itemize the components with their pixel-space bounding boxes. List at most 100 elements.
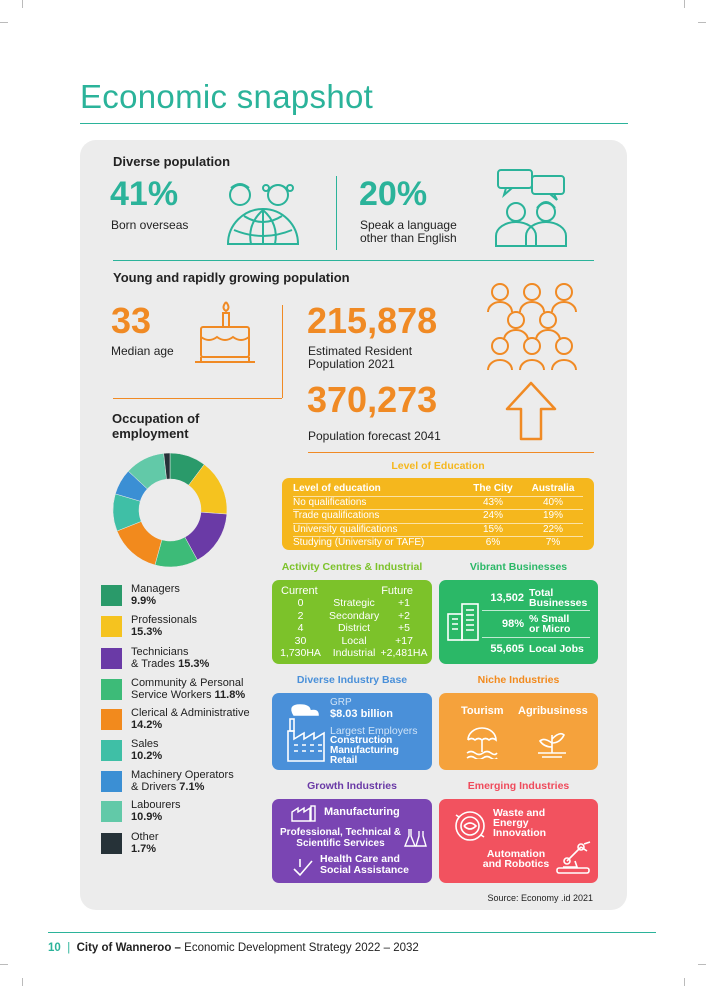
stat-label: TotalBusinesses	[529, 588, 587, 608]
education-table: Level of education The City Australia No…	[293, 483, 583, 550]
footer-doc-title: Economic Development Strategy 2022 – 203…	[184, 942, 419, 954]
legend-line: 9.9%	[131, 595, 180, 607]
table-row: Trade qualifications 24% 19%	[293, 510, 583, 524]
list-item: 98% % Smallor Micro	[482, 611, 590, 638]
source-note: Source: Economy .id 2021	[487, 893, 593, 903]
legend-swatch	[101, 709, 122, 730]
table-cell: No qualifications	[293, 496, 463, 510]
legend-value: 14.2%	[131, 719, 162, 731]
table-cell: 6%	[463, 537, 523, 550]
legend-swatch	[101, 616, 122, 637]
stat-label: % Smallor Micro	[529, 614, 570, 634]
legend-label: Professionals15.3%	[131, 614, 197, 638]
table-row: 30Local+17	[272, 635, 432, 648]
grp-value: $8.03 billion	[330, 708, 393, 720]
emerging-item: Waste and Energy Innovation	[493, 808, 546, 838]
legend-name: Community & Personal	[131, 677, 245, 689]
stat-value: 98%	[482, 618, 524, 630]
table-cell: Strategic	[329, 597, 379, 610]
legend-value: 10.9%	[131, 811, 162, 823]
crop-mark	[698, 22, 706, 23]
vibrant-businesses-heading: Vibrant Businesses	[439, 561, 598, 573]
current-label: Current	[281, 585, 318, 598]
crowd-icon	[486, 282, 578, 372]
recycle-globe-icon	[453, 809, 487, 843]
crop-mark	[684, 0, 685, 8]
table-cell: 1,730HA	[272, 647, 329, 660]
page-number: 10	[48, 942, 61, 954]
vibrant-businesses-box: 13,502 TotalBusinesses 98% % Smallor Mic…	[439, 580, 598, 664]
table-cell: 19%	[523, 510, 583, 524]
emerging-box: Waste and Energy Innovation Automation a…	[439, 799, 598, 883]
education-box: Level of education The City Australia No…	[282, 478, 594, 550]
footer-divider	[48, 932, 656, 933]
industry-base-box: GRP $8.03 billion Largest Employers Cons…	[272, 693, 432, 770]
legend-value: 7.1%	[179, 781, 204, 793]
legend-label: Community & PersonalService Workers 11.8…	[131, 677, 245, 701]
growth-industries-heading: Growth Industries	[272, 780, 432, 792]
table-cell: District	[329, 622, 379, 635]
niche-heading: Niche Industries	[439, 674, 598, 686]
legend-label: Machinery Operators& Drivers 7.1%	[131, 769, 234, 793]
table-cell: +5	[379, 622, 429, 635]
table-row: University qualifications 15% 22%	[293, 523, 583, 537]
divider	[113, 260, 594, 261]
table-cell: University qualifications	[293, 523, 463, 537]
growth-item: Manufacturing	[324, 806, 400, 818]
niche-box: Tourism Agribusiness	[439, 693, 598, 770]
legend-name: Clerical & Administrative	[131, 707, 250, 719]
legend-label: Labourers10.9%	[131, 799, 181, 823]
list-item: 13,502 TotalBusinesses	[482, 586, 590, 611]
crop-mark	[698, 964, 706, 965]
table-cell: Local	[329, 635, 379, 648]
factory-icon	[280, 703, 330, 763]
kids-globe-icon	[222, 180, 304, 246]
table-cell: 22%	[523, 523, 583, 537]
crop-mark	[0, 964, 8, 965]
table-cell: 43%	[463, 496, 523, 510]
legend-swatch	[101, 585, 122, 606]
legend-name: Service Workers	[131, 689, 215, 701]
table-row: Studying (University or TAFE) 6% 7%	[293, 537, 583, 550]
stat-value: 55,605	[482, 643, 524, 655]
stat-label-line: Businesses	[529, 597, 587, 609]
flask-icon	[404, 827, 428, 849]
forecast-2041-value: 370,273	[307, 379, 437, 421]
population-2021-value: 215,878	[307, 300, 437, 342]
growth-item-line: Social Assistance	[320, 865, 409, 876]
legend-value: 15.3%	[131, 626, 162, 638]
legend-value: 15.3%	[178, 658, 209, 670]
employers-list: Construction Manufacturing Retail	[330, 736, 399, 766]
growth-heading: Young and rapidly growing population	[113, 270, 350, 285]
table-row: No qualifications 43% 40%	[293, 496, 583, 510]
divider	[113, 398, 282, 399]
table-cell: +2	[379, 610, 429, 623]
table-row: 2Secondary+2	[272, 610, 432, 623]
legend-label: Other1.7%	[131, 831, 159, 855]
activity-centres-heading: Activity Centres & Industrial	[272, 561, 432, 573]
legend-swatch	[101, 648, 122, 669]
legend-swatch	[101, 833, 122, 854]
activity-rows: 0Strategic+1 2Secondary+2 4District+5 30…	[272, 597, 432, 660]
emerging-item-line: and Robotics	[481, 859, 551, 869]
up-arrow-icon	[505, 381, 557, 441]
born-overseas-label: Born overseas	[111, 219, 188, 232]
table-cell: 15%	[463, 523, 523, 537]
legend-value: 11.8%	[215, 689, 246, 701]
plant-icon	[535, 725, 569, 759]
business-stats: 13,502 TotalBusinesses 98% % Smallor Mic…	[482, 586, 590, 660]
legend-label: Clerical & Administrative14.2%	[131, 707, 250, 731]
occupation-legend: Managers9.9% Professionals15.3% Technician…	[101, 583, 271, 863]
legend-value: 10.2%	[131, 750, 162, 762]
page-footer: 10 | City of Wanneroo – Economic Develop…	[48, 942, 419, 954]
stat-label-line: or Micro	[529, 623, 570, 635]
health-check-icon	[292, 857, 314, 879]
legend-name: & Drivers	[131, 781, 179, 793]
legend-label: Technicians& Trades 15.3%	[131, 646, 209, 670]
column-header: The City	[463, 483, 523, 496]
table-cell: 0	[272, 597, 329, 610]
legend-swatch	[101, 771, 122, 792]
language-value: 20%	[359, 175, 427, 214]
legend-name: Managers	[131, 583, 180, 595]
growth-item: Health Care and Social Assistance	[320, 854, 409, 876]
